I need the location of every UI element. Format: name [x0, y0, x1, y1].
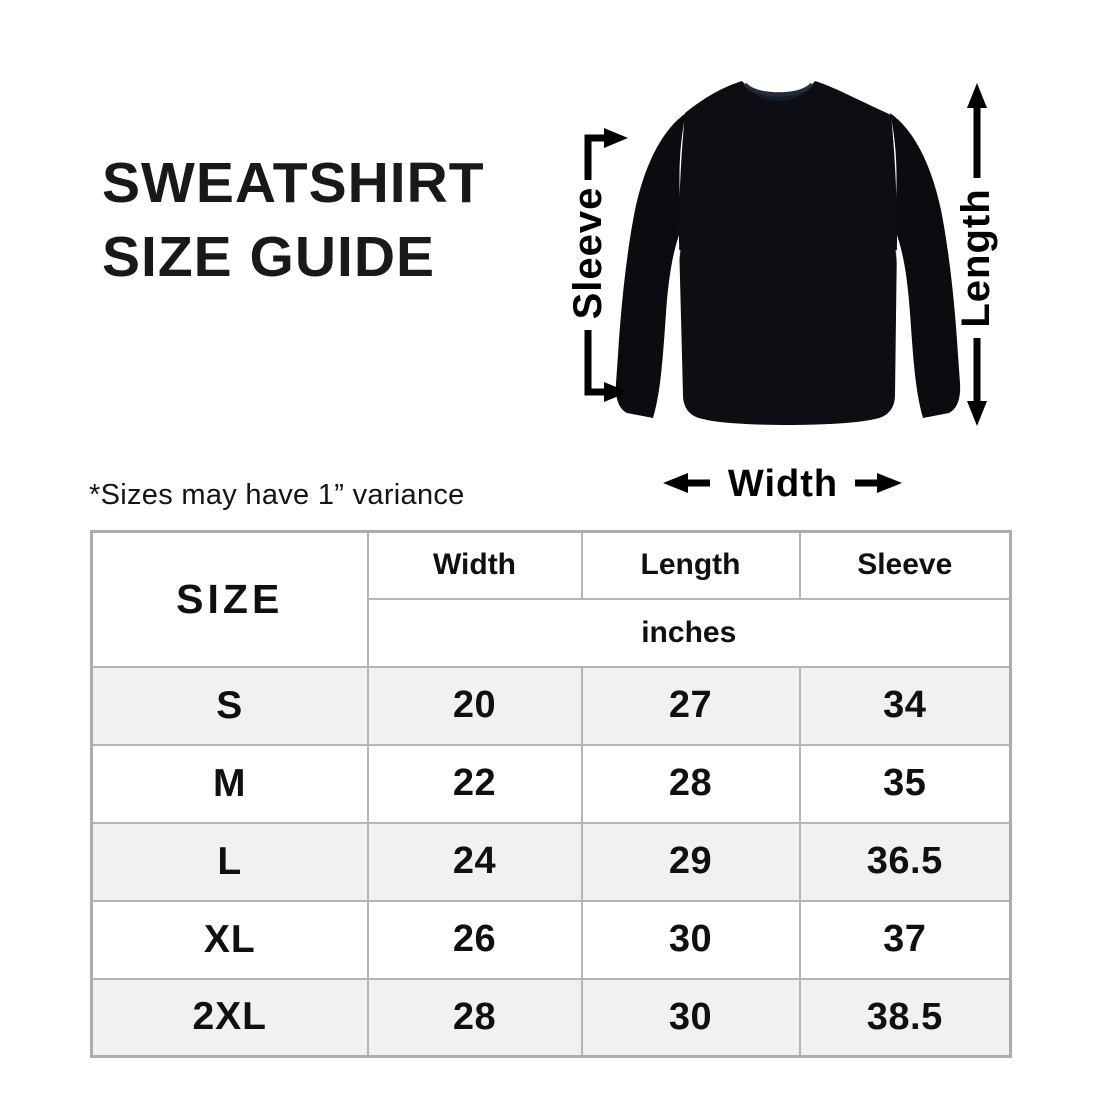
table-row-2xl: 2XL 28 30 38.5	[90, 977, 1012, 1058]
table-row-xl: XL 26 30 37	[90, 899, 1012, 980]
sweatshirt-left-sleeve-icon	[615, 113, 686, 418]
size-table: SIZE Width Length Sleeve inches S 20 27 …	[90, 530, 1012, 1058]
length-cell: 28	[580, 743, 801, 824]
width-cell: 22	[366, 743, 583, 824]
sleeve-measure-arrow-bottom	[584, 330, 613, 396]
sleeve-cell: 34	[798, 665, 1012, 746]
width-arrowhead-right	[877, 473, 902, 493]
width-cell: 20	[366, 665, 583, 746]
title-line-1: SWEATSHIRT	[102, 151, 485, 215]
sleeve-cell: 37	[798, 899, 1012, 980]
size-cell: M	[90, 743, 369, 824]
table-row-s: S 20 27 34	[90, 665, 1012, 746]
length-axis-label: Length	[954, 188, 998, 327]
width-cell: 24	[366, 821, 583, 902]
length-arrowhead-top	[967, 83, 987, 108]
table-row-l: L 24 29 36.5	[90, 821, 1012, 902]
sweatshirt-measurement-diagram: Sleeve Length Width	[566, 81, 998, 505]
table-row-m: M 22 28 35	[90, 743, 1012, 824]
left-sleeve-separation	[657, 249, 681, 408]
width-axis-label: Width	[728, 463, 838, 505]
sleeve-cell: 38.5	[798, 977, 1012, 1058]
size-cell: S	[90, 665, 369, 746]
sleeve-cell: 36.5	[798, 821, 1012, 902]
table-header-row: SIZE Width Length Sleeve	[90, 530, 1012, 668]
length-column-header: Length	[580, 530, 801, 600]
sleeve-cell: 35	[798, 743, 1012, 824]
sleeve-arrowhead-top	[604, 128, 628, 148]
size-cell: L	[90, 821, 369, 902]
sweatshirt-collar-icon	[742, 81, 815, 101]
sleeve-arrowhead-bottom	[604, 382, 628, 402]
sleeve-axis-label: Sleeve	[566, 187, 610, 320]
page-title: SWEATSHIRT SIZE GUIDE	[102, 146, 485, 294]
size-column-header: SIZE	[90, 530, 369, 668]
right-sleeve-separation	[895, 249, 919, 408]
length-cell: 29	[580, 821, 801, 902]
title-line-2: SIZE GUIDE	[102, 225, 436, 289]
length-arrowhead-bottom	[967, 401, 987, 426]
collar-rib-line	[743, 82, 814, 97]
units-row: inches	[92, 597, 1012, 668]
sleeve-column-header: Sleeve	[798, 530, 1012, 600]
variance-note: *Sizes may have 1” variance	[89, 479, 465, 511]
width-column-header: Width	[366, 530, 583, 600]
sweatshirt-right-sleeve-icon	[890, 113, 961, 418]
length-cell: 30	[580, 977, 801, 1058]
width-cell: 26	[366, 899, 583, 980]
size-cell: 2XL	[90, 977, 369, 1058]
width-arrowhead-left	[663, 473, 688, 493]
size-cell: XL	[90, 899, 369, 980]
units-cell: inches	[366, 597, 1012, 668]
sweatshirt-body-icon	[679, 81, 897, 425]
length-cell: 27	[580, 665, 801, 746]
length-cell: 30	[580, 899, 801, 980]
width-cell: 28	[366, 977, 583, 1058]
